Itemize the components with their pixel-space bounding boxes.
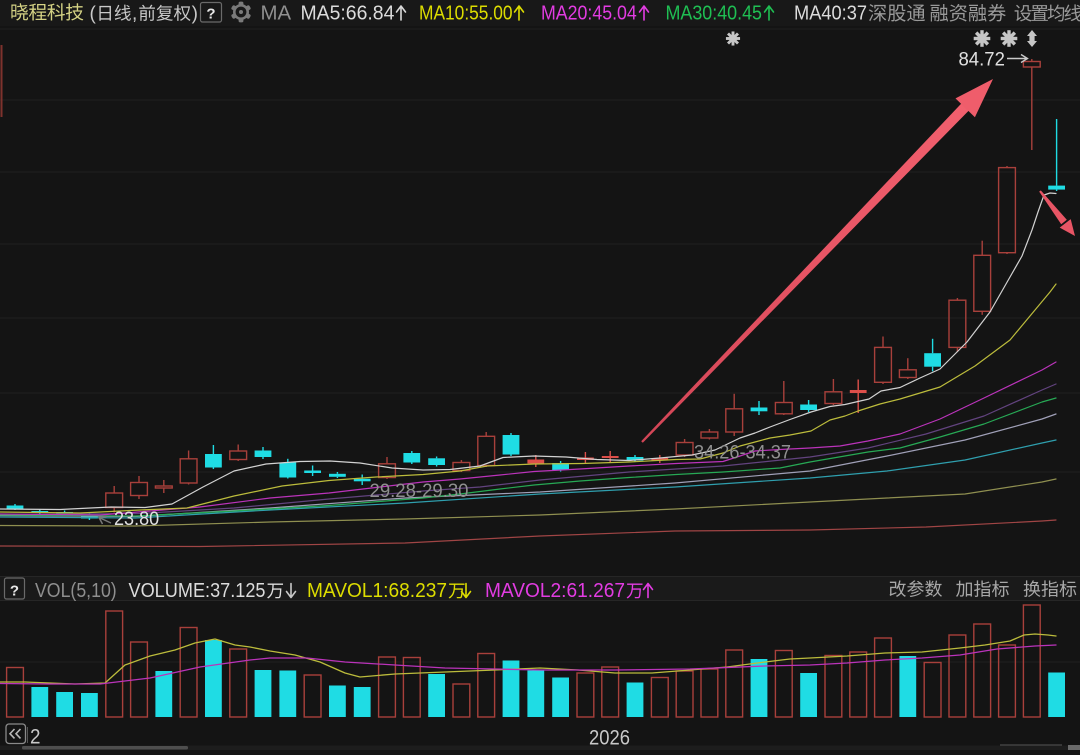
svg-text:2: 2 (30, 726, 41, 749)
svg-text:?: ? (206, 6, 215, 23)
svg-text:MAVOL2:61.267: MAVOL2:61.267 (485, 580, 625, 602)
svg-text:84.72: 84.72 (959, 49, 1005, 71)
svg-text:MA10:55.00: MA10:55.00 (419, 2, 513, 25)
svg-text:VOLUME:37.125: VOLUME:37.125 (129, 580, 266, 602)
svg-text:(: ( (90, 4, 97, 25)
svg-text:MA: MA (261, 2, 292, 25)
svg-text:29.28-29.30: 29.28-29.30 (370, 480, 469, 502)
svg-text:,: , (132, 4, 137, 25)
svg-text:): ) (192, 4, 198, 25)
svg-text:MA30:40.45: MA30:40.45 (666, 2, 763, 25)
svg-text:34.26-34.37: 34.26-34.37 (694, 442, 791, 464)
svg-text:2026: 2026 (589, 727, 630, 750)
svg-text:MA40:37: MA40:37 (794, 2, 867, 25)
svg-text:23.80: 23.80 (114, 508, 159, 530)
svg-text:MA20:45.04: MA20:45.04 (541, 2, 637, 25)
svg-text:VOL(5,10): VOL(5,10) (35, 580, 117, 602)
svg-text:MAVOL1:68.237: MAVOL1:68.237 (307, 580, 447, 602)
svg-text:MA5:66.84: MA5:66.84 (301, 2, 395, 25)
svg-text:?: ? (10, 583, 19, 600)
